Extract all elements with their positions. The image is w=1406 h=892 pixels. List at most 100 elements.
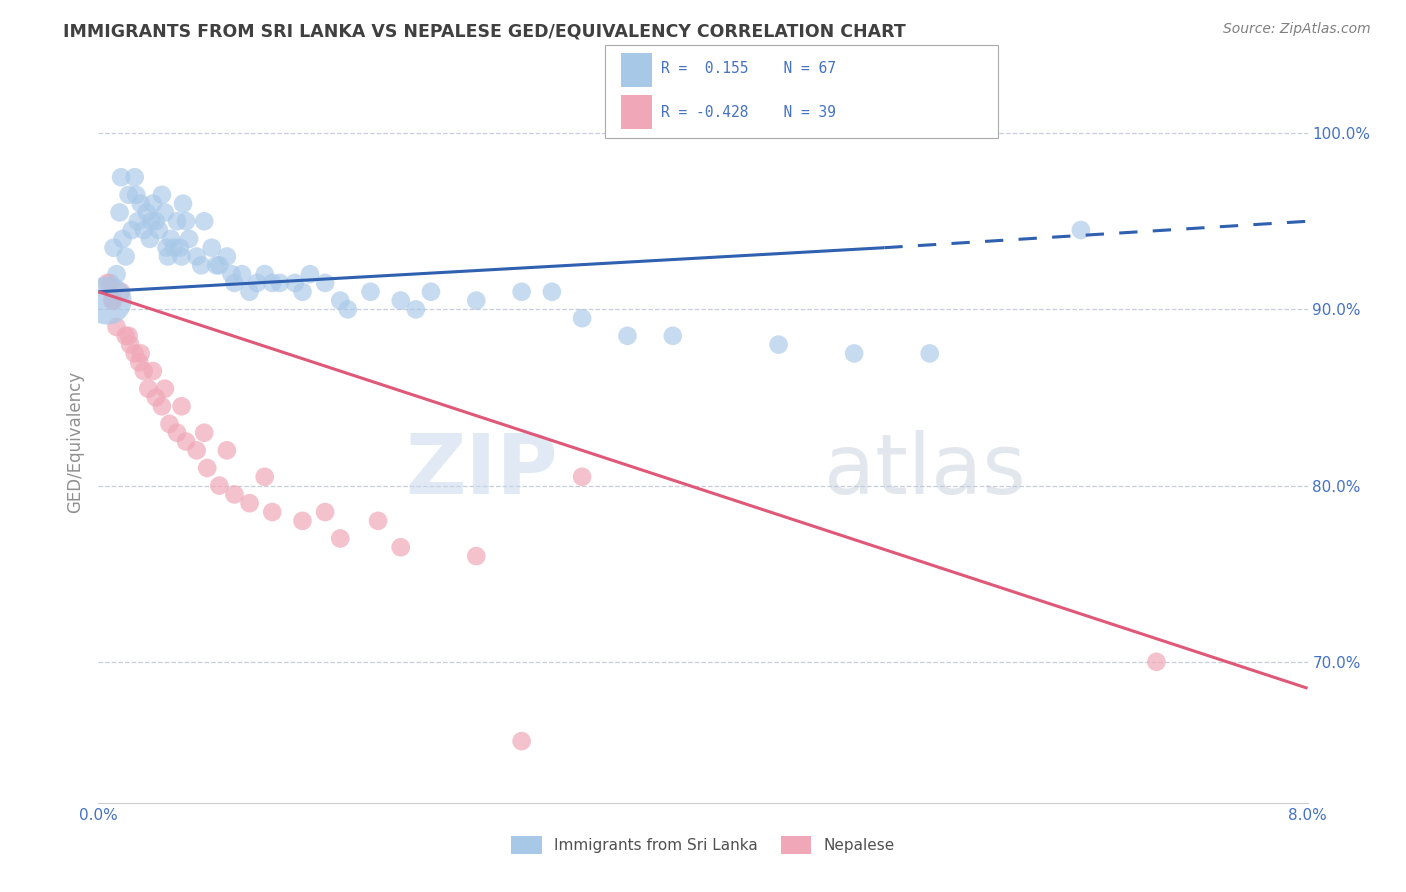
Point bbox=[389, 293, 412, 308]
Point bbox=[118, 187, 141, 202]
Point bbox=[360, 285, 382, 299]
Point bbox=[174, 214, 197, 228]
Point bbox=[844, 346, 866, 360]
Point bbox=[329, 293, 352, 308]
Point bbox=[571, 470, 593, 484]
Point bbox=[1146, 655, 1168, 669]
Point bbox=[215, 443, 238, 458]
Point bbox=[136, 382, 159, 396]
Point bbox=[616, 328, 638, 343]
Point bbox=[114, 250, 136, 264]
Point bbox=[127, 214, 149, 228]
Text: R =  0.155    N = 67: R = 0.155 N = 67 bbox=[661, 62, 835, 77]
Point bbox=[540, 285, 562, 299]
Point bbox=[918, 346, 941, 360]
Point bbox=[142, 196, 165, 211]
Point bbox=[96, 293, 118, 308]
Point bbox=[153, 205, 176, 219]
Point bbox=[201, 241, 224, 255]
Point bbox=[132, 223, 155, 237]
Point bbox=[111, 232, 134, 246]
Legend: Immigrants from Sri Lanka, Nepalese: Immigrants from Sri Lanka, Nepalese bbox=[505, 830, 901, 860]
Point bbox=[170, 399, 193, 413]
Text: atlas: atlas bbox=[824, 430, 1025, 511]
Point bbox=[205, 258, 228, 272]
Point bbox=[148, 223, 170, 237]
Point bbox=[159, 417, 181, 431]
Point bbox=[186, 443, 208, 458]
Point bbox=[153, 382, 176, 396]
Point bbox=[118, 328, 141, 343]
Point bbox=[193, 425, 215, 440]
Point bbox=[510, 285, 533, 299]
Point bbox=[145, 214, 167, 228]
Point bbox=[108, 205, 131, 219]
Point bbox=[156, 250, 179, 264]
Point bbox=[405, 302, 427, 317]
Point bbox=[129, 346, 152, 360]
Point bbox=[100, 276, 122, 290]
Point bbox=[768, 337, 790, 351]
Point bbox=[141, 214, 163, 228]
Point bbox=[465, 549, 488, 563]
Point bbox=[101, 293, 124, 308]
Point bbox=[150, 187, 173, 202]
Point bbox=[105, 320, 128, 334]
Point bbox=[186, 250, 208, 264]
Point bbox=[208, 478, 231, 492]
Point bbox=[299, 267, 322, 281]
Y-axis label: GED/Equivalency: GED/Equivalency bbox=[66, 370, 84, 513]
Point bbox=[103, 241, 125, 255]
Point bbox=[314, 505, 336, 519]
Point bbox=[172, 196, 194, 211]
Point bbox=[145, 391, 167, 405]
Point bbox=[215, 250, 238, 264]
Point bbox=[208, 258, 231, 272]
Point bbox=[269, 276, 291, 290]
Point bbox=[291, 514, 314, 528]
Point bbox=[166, 425, 188, 440]
Point bbox=[284, 276, 307, 290]
Point bbox=[367, 514, 389, 528]
Point bbox=[510, 734, 533, 748]
Point bbox=[103, 293, 125, 308]
Point bbox=[190, 258, 212, 272]
Point bbox=[253, 267, 276, 281]
Point bbox=[195, 461, 218, 475]
Point bbox=[110, 170, 132, 185]
Point bbox=[221, 267, 243, 281]
Point bbox=[120, 337, 142, 351]
Point bbox=[110, 285, 132, 299]
Point bbox=[246, 276, 269, 290]
Point bbox=[129, 196, 152, 211]
Point bbox=[124, 346, 146, 360]
Point bbox=[96, 276, 118, 290]
Point bbox=[155, 241, 177, 255]
Point bbox=[125, 187, 148, 202]
Point bbox=[170, 250, 193, 264]
Point bbox=[571, 311, 593, 326]
Text: IMMIGRANTS FROM SRI LANKA VS NEPALESE GED/EQUIVALENCY CORRELATION CHART: IMMIGRANTS FROM SRI LANKA VS NEPALESE GE… bbox=[63, 22, 905, 40]
Point bbox=[128, 355, 150, 369]
Point bbox=[121, 223, 143, 237]
Point bbox=[105, 267, 128, 281]
Point bbox=[135, 205, 157, 219]
Point bbox=[124, 170, 146, 185]
Point bbox=[163, 241, 186, 255]
Point bbox=[389, 541, 412, 555]
Point bbox=[336, 302, 359, 317]
Point bbox=[253, 470, 276, 484]
Point bbox=[465, 293, 488, 308]
Text: R = -0.428    N = 39: R = -0.428 N = 39 bbox=[661, 104, 835, 120]
Point bbox=[224, 276, 246, 290]
Point bbox=[239, 496, 262, 510]
Point bbox=[239, 285, 262, 299]
Point bbox=[420, 285, 443, 299]
Point bbox=[160, 232, 183, 246]
Point bbox=[193, 214, 215, 228]
Point bbox=[142, 364, 165, 378]
Text: Source: ZipAtlas.com: Source: ZipAtlas.com bbox=[1223, 22, 1371, 37]
Point bbox=[114, 328, 136, 343]
Point bbox=[174, 434, 197, 449]
Text: ZIP: ZIP bbox=[405, 430, 558, 511]
